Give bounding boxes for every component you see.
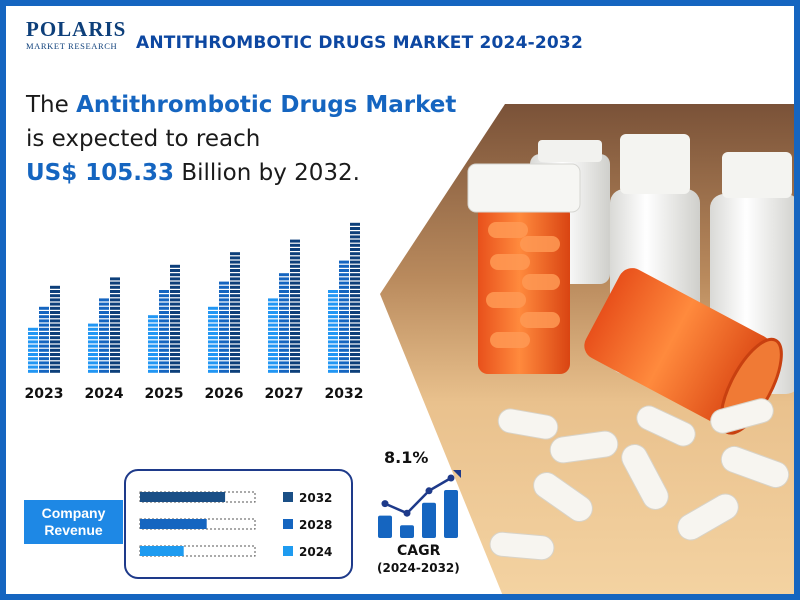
revenue-bar-2024 xyxy=(140,546,184,556)
market-value: US$ 105.33 xyxy=(26,160,175,186)
cagr-bar-2 xyxy=(400,525,414,538)
legend-label-2032: 2032 xyxy=(299,491,332,505)
bar-2032-2 xyxy=(339,260,349,373)
bar-2024-2 xyxy=(99,298,109,373)
cagr-trend-point-3 xyxy=(425,487,433,495)
bar-2023-3 xyxy=(50,285,60,373)
bar-2026-3 xyxy=(230,252,240,373)
bar-2023-2 xyxy=(39,306,49,373)
bar-2027-2 xyxy=(279,273,289,373)
bar-2027-3 xyxy=(290,239,300,373)
cagr-growth-icon xyxy=(378,470,461,538)
year-label-2026: 2026 xyxy=(205,386,244,402)
company-revenue-panel: 2032 2028 2024 xyxy=(124,469,353,579)
bar-2025-2 xyxy=(159,290,169,373)
bar-2025-3 xyxy=(170,264,180,373)
year-label-2027: 2027 xyxy=(265,386,304,402)
bar-2024-3 xyxy=(110,277,120,373)
bar-2025-1 xyxy=(148,315,158,373)
year-label-2024: 2024 xyxy=(85,386,124,402)
cagr-trend-point-2 xyxy=(403,509,411,517)
logo-wordmark: POLARIS xyxy=(26,17,127,41)
year-label-2023: 2023 xyxy=(25,386,64,402)
legend-label-2028: 2028 xyxy=(299,518,332,532)
logo-subtitle: MARKET RESEARCH xyxy=(26,41,118,51)
cagr-arrow-icon xyxy=(453,470,461,478)
cagr-range: (2024-2032) xyxy=(377,561,460,575)
legend-swatch-2024 xyxy=(283,546,293,556)
cagr-bar-1 xyxy=(378,515,392,538)
company-revenue-bars: 2032 2028 2024 xyxy=(139,491,332,559)
bar-2026-2 xyxy=(219,281,229,373)
company-revenue-label: Company Revenue xyxy=(24,500,123,544)
growth-bar-chart: 2023 2024 2025 2026 2027 2032 xyxy=(25,222,364,402)
cagr-trend-line xyxy=(384,476,452,515)
legend-swatch-2032 xyxy=(283,492,293,502)
legend-swatch-2028 xyxy=(283,519,293,529)
headline-prefix: The xyxy=(26,92,77,118)
year-label-2025: 2025 xyxy=(145,386,184,402)
page-title: ANTITHROMBOTIC DRUGS MARKET 2024-2032 xyxy=(136,33,583,53)
cagr-label: CAGR xyxy=(397,543,441,559)
cagr-bar-4 xyxy=(444,490,458,538)
cagr-trend-point-1 xyxy=(381,500,389,508)
year-label-2032: 2032 xyxy=(325,386,364,402)
headline-line-2: is expected to reach xyxy=(26,126,261,152)
cagr-value: 8.1% xyxy=(384,448,429,467)
market-name: Antithrombotic Drugs Market xyxy=(76,92,457,118)
revenue-bar-2032 xyxy=(140,492,226,502)
cagr-bar-3 xyxy=(422,502,436,538)
bar-2027-1 xyxy=(268,298,278,373)
company-revenue-line-2: Revenue xyxy=(44,522,103,538)
bar-2032-3 xyxy=(350,222,360,373)
headline-line-3: US$ 105.33 Billion by 2032. xyxy=(26,156,456,190)
pill-bottles-photo xyxy=(380,104,794,594)
headline-line-1: The Antithrombotic Drugs Market xyxy=(26,88,456,122)
bar-2023-1 xyxy=(28,327,38,373)
bar-2024-1 xyxy=(88,323,98,373)
legend-label-2024: 2024 xyxy=(299,545,332,559)
bar-2026-1 xyxy=(208,306,218,373)
headline: The Antithrombotic Drugs Market is expec… xyxy=(26,88,456,190)
polaris-logo: POLARIS MARKET RESEARCH xyxy=(26,18,126,51)
headline-suffix: Billion by 2032. xyxy=(174,160,360,186)
company-revenue-line-1: Company xyxy=(41,505,106,521)
revenue-bar-2028 xyxy=(140,519,207,529)
cagr-trend-point-4 xyxy=(447,474,455,482)
bar-2032-1 xyxy=(328,290,338,373)
